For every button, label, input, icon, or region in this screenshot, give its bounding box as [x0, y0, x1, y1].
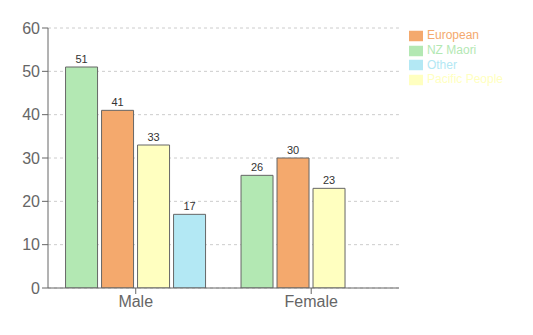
svg-text:30: 30: [22, 150, 40, 167]
svg-text:33: 33: [147, 131, 159, 143]
svg-text:17: 17: [183, 200, 195, 212]
svg-text:Female: Female: [285, 293, 338, 310]
svg-text:41: 41: [111, 96, 123, 108]
html-text:European: European: [427, 28, 479, 42]
svg-text:10: 10: [22, 236, 40, 253]
html-text:NZ Maori: NZ Maori: [427, 42, 477, 57]
svg-text:20: 20: [22, 193, 40, 210]
svg-text:23: 23: [323, 174, 335, 186]
html-text:Pacific People: Pacific People: [427, 72, 503, 87]
svg-text:30: 30: [287, 144, 299, 156]
svg-text:51: 51: [75, 53, 87, 65]
svg-text:60: 60: [22, 20, 40, 37]
svg-text:26: 26: [251, 161, 263, 173]
html-text:Other: Other: [427, 57, 457, 72]
svg-text:40: 40: [22, 106, 40, 123]
svg-text:0: 0: [31, 280, 40, 297]
svg-text:50: 50: [22, 63, 40, 80]
svg-text:Male: Male: [118, 293, 153, 310]
